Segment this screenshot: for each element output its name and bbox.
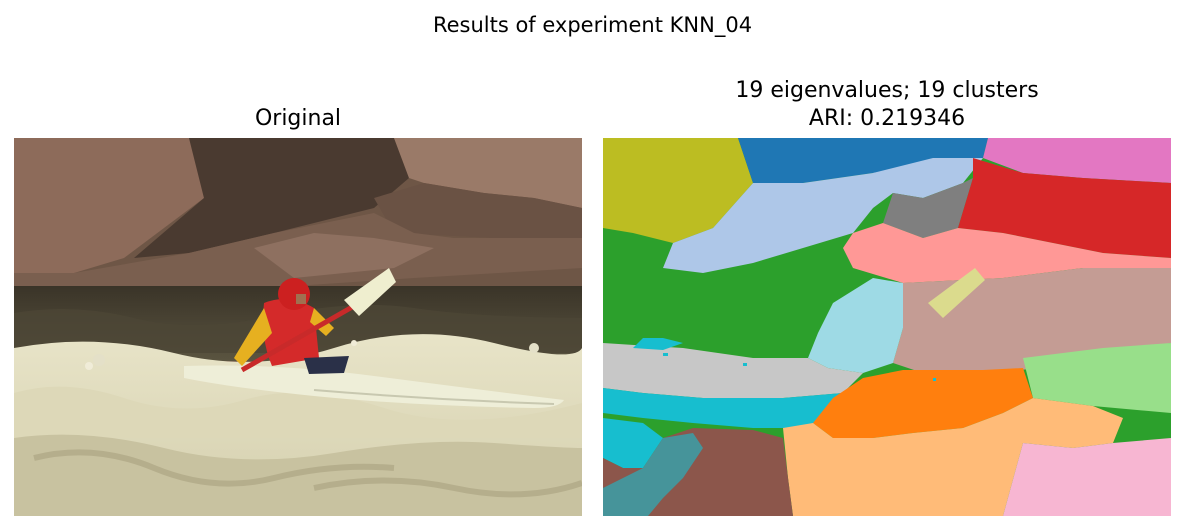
segmentation-image [603, 138, 1171, 516]
segmentation-title-line2: ARI: 0.219346 [808, 106, 966, 131]
segmentation-title-line1: 19 eigenvalues; 19 clusters [735, 78, 1039, 103]
figure-suptitle: Results of experiment KNN_04 [432, 13, 753, 37]
original-image [14, 138, 582, 516]
original-panel-title: Original [254, 106, 342, 131]
